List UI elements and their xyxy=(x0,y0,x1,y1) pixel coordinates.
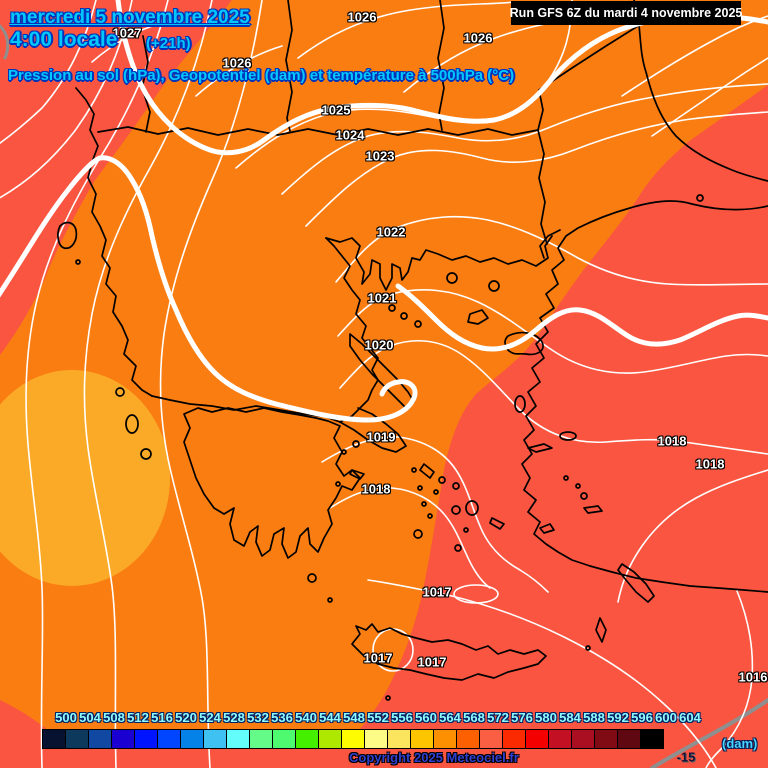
scale-cell-26 xyxy=(640,729,664,749)
scale-tick-576: 576 xyxy=(511,710,533,725)
isobar-label-1016: 1016 xyxy=(738,669,768,685)
scale-cell-6 xyxy=(180,729,204,749)
scale-tick-544: 544 xyxy=(319,710,341,725)
scale-cell-16 xyxy=(410,729,434,749)
scale-tick-604: 604 xyxy=(679,710,701,725)
scale-tick-516: 516 xyxy=(151,710,173,725)
scale-cell-0 xyxy=(42,729,66,749)
scale-tick-504: 504 xyxy=(79,710,101,725)
scale-cell-15 xyxy=(387,729,411,749)
scale-tick-596: 596 xyxy=(631,710,653,725)
scale-tick-548: 548 xyxy=(343,710,365,725)
isobar-label-1025: 1025 xyxy=(321,102,351,118)
isobar-label-1018: 1018 xyxy=(695,456,725,472)
scale-tick-520: 520 xyxy=(175,710,197,725)
scale-tick-556: 556 xyxy=(391,710,413,725)
scale-tick-512: 512 xyxy=(127,710,149,725)
scale-cell-5 xyxy=(157,729,181,749)
isobar-label-1021: 1021 xyxy=(367,290,397,306)
scale-cell-24 xyxy=(594,729,618,749)
date-label: mercredi 5 novembre 2025 xyxy=(10,7,250,28)
scale-cell-1 xyxy=(65,729,89,749)
scale-unit-label: (dam) xyxy=(722,736,758,751)
copyright-label: Copyright 2025 Meteociel.fr xyxy=(349,750,519,765)
scale-cell-14 xyxy=(364,729,388,749)
scale-cell-7 xyxy=(203,729,227,749)
isobar-label-1026: 1026 xyxy=(222,55,252,71)
isobar-label-1018: 1018 xyxy=(657,433,687,449)
scale-cell-19 xyxy=(479,729,503,749)
scale-tick-532: 532 xyxy=(247,710,269,725)
isobar-label-1017: 1017 xyxy=(363,650,393,666)
scale-cell-9 xyxy=(249,729,273,749)
scale-cell-11 xyxy=(295,729,319,749)
isobar-label-1018: 1018 xyxy=(361,481,391,497)
scale-tick-552: 552 xyxy=(367,710,389,725)
scale-tick-592: 592 xyxy=(607,710,629,725)
scale-tick-588: 588 xyxy=(583,710,605,725)
map-title: Pression au sol (hPa), Geopotentiel (dam… xyxy=(8,67,515,84)
scale-tick-580: 580 xyxy=(535,710,557,725)
isobar-label-1017: 1017 xyxy=(422,584,452,600)
isobar-label-1026: 1026 xyxy=(463,30,493,46)
scale-tick-500: 500 xyxy=(55,710,77,725)
scale-cell-4 xyxy=(134,729,158,749)
scale-tick-536: 536 xyxy=(271,710,293,725)
scale-cell-22 xyxy=(548,729,572,749)
isotherm-value-label: -15 xyxy=(676,749,696,765)
scale-cell-2 xyxy=(88,729,112,749)
scale-cell-10 xyxy=(272,729,296,749)
scale-cell-3 xyxy=(111,729,135,749)
scale-cell-13 xyxy=(341,729,365,749)
scale-tick-540: 540 xyxy=(295,710,317,725)
scale-cell-17 xyxy=(433,729,457,749)
isobar-label-1024: 1024 xyxy=(335,127,365,143)
isobar-label-1020: 1020 xyxy=(364,337,394,353)
field-red-bottom-strip xyxy=(0,746,768,768)
isobar-label-1017: 1017 xyxy=(417,654,447,670)
scale-cell-23 xyxy=(571,729,595,749)
geopotential-thick-lines xyxy=(0,0,768,423)
run-info-box: Run GFS 6Z du mardi 4 novembre 2025 xyxy=(509,1,743,25)
scale-cell-25 xyxy=(617,729,641,749)
scale-tick-564: 564 xyxy=(439,710,461,725)
scale-cell-18 xyxy=(456,729,480,749)
run-info-label: Run GFS 6Z du mardi 4 novembre 2025 xyxy=(509,6,743,20)
isobar-label-1019: 1019 xyxy=(366,429,396,445)
forecast-offset-label: (+21h) xyxy=(146,35,191,52)
field-red-east xyxy=(322,85,768,768)
isotherm-line xyxy=(0,24,768,768)
scale-tick-560: 560 xyxy=(415,710,437,725)
isobar-label-1023: 1023 xyxy=(365,148,395,164)
isobar-label-1027: 1027 xyxy=(112,25,142,41)
color-scale-bar xyxy=(42,729,664,749)
local-time-label: 4:00 locale xyxy=(10,28,118,51)
warm-spot-ellipse xyxy=(0,370,170,586)
scale-cell-20 xyxy=(502,729,526,749)
scale-tick-584: 584 xyxy=(559,710,581,725)
scale-cell-12 xyxy=(318,729,342,749)
scale-tick-524: 524 xyxy=(199,710,221,725)
isobar-label-1022: 1022 xyxy=(376,224,406,240)
scale-tick-528: 528 xyxy=(223,710,245,725)
scale-cell-21 xyxy=(525,729,549,749)
isobar-label-1026: 1026 xyxy=(347,9,377,25)
scale-tick-572: 572 xyxy=(487,710,509,725)
scale-tick-568: 568 xyxy=(463,710,485,725)
scale-tick-508: 508 xyxy=(103,710,125,725)
scale-tick-600: 600 xyxy=(655,710,677,725)
scale-cell-8 xyxy=(226,729,250,749)
field-red-northwest xyxy=(0,0,232,355)
